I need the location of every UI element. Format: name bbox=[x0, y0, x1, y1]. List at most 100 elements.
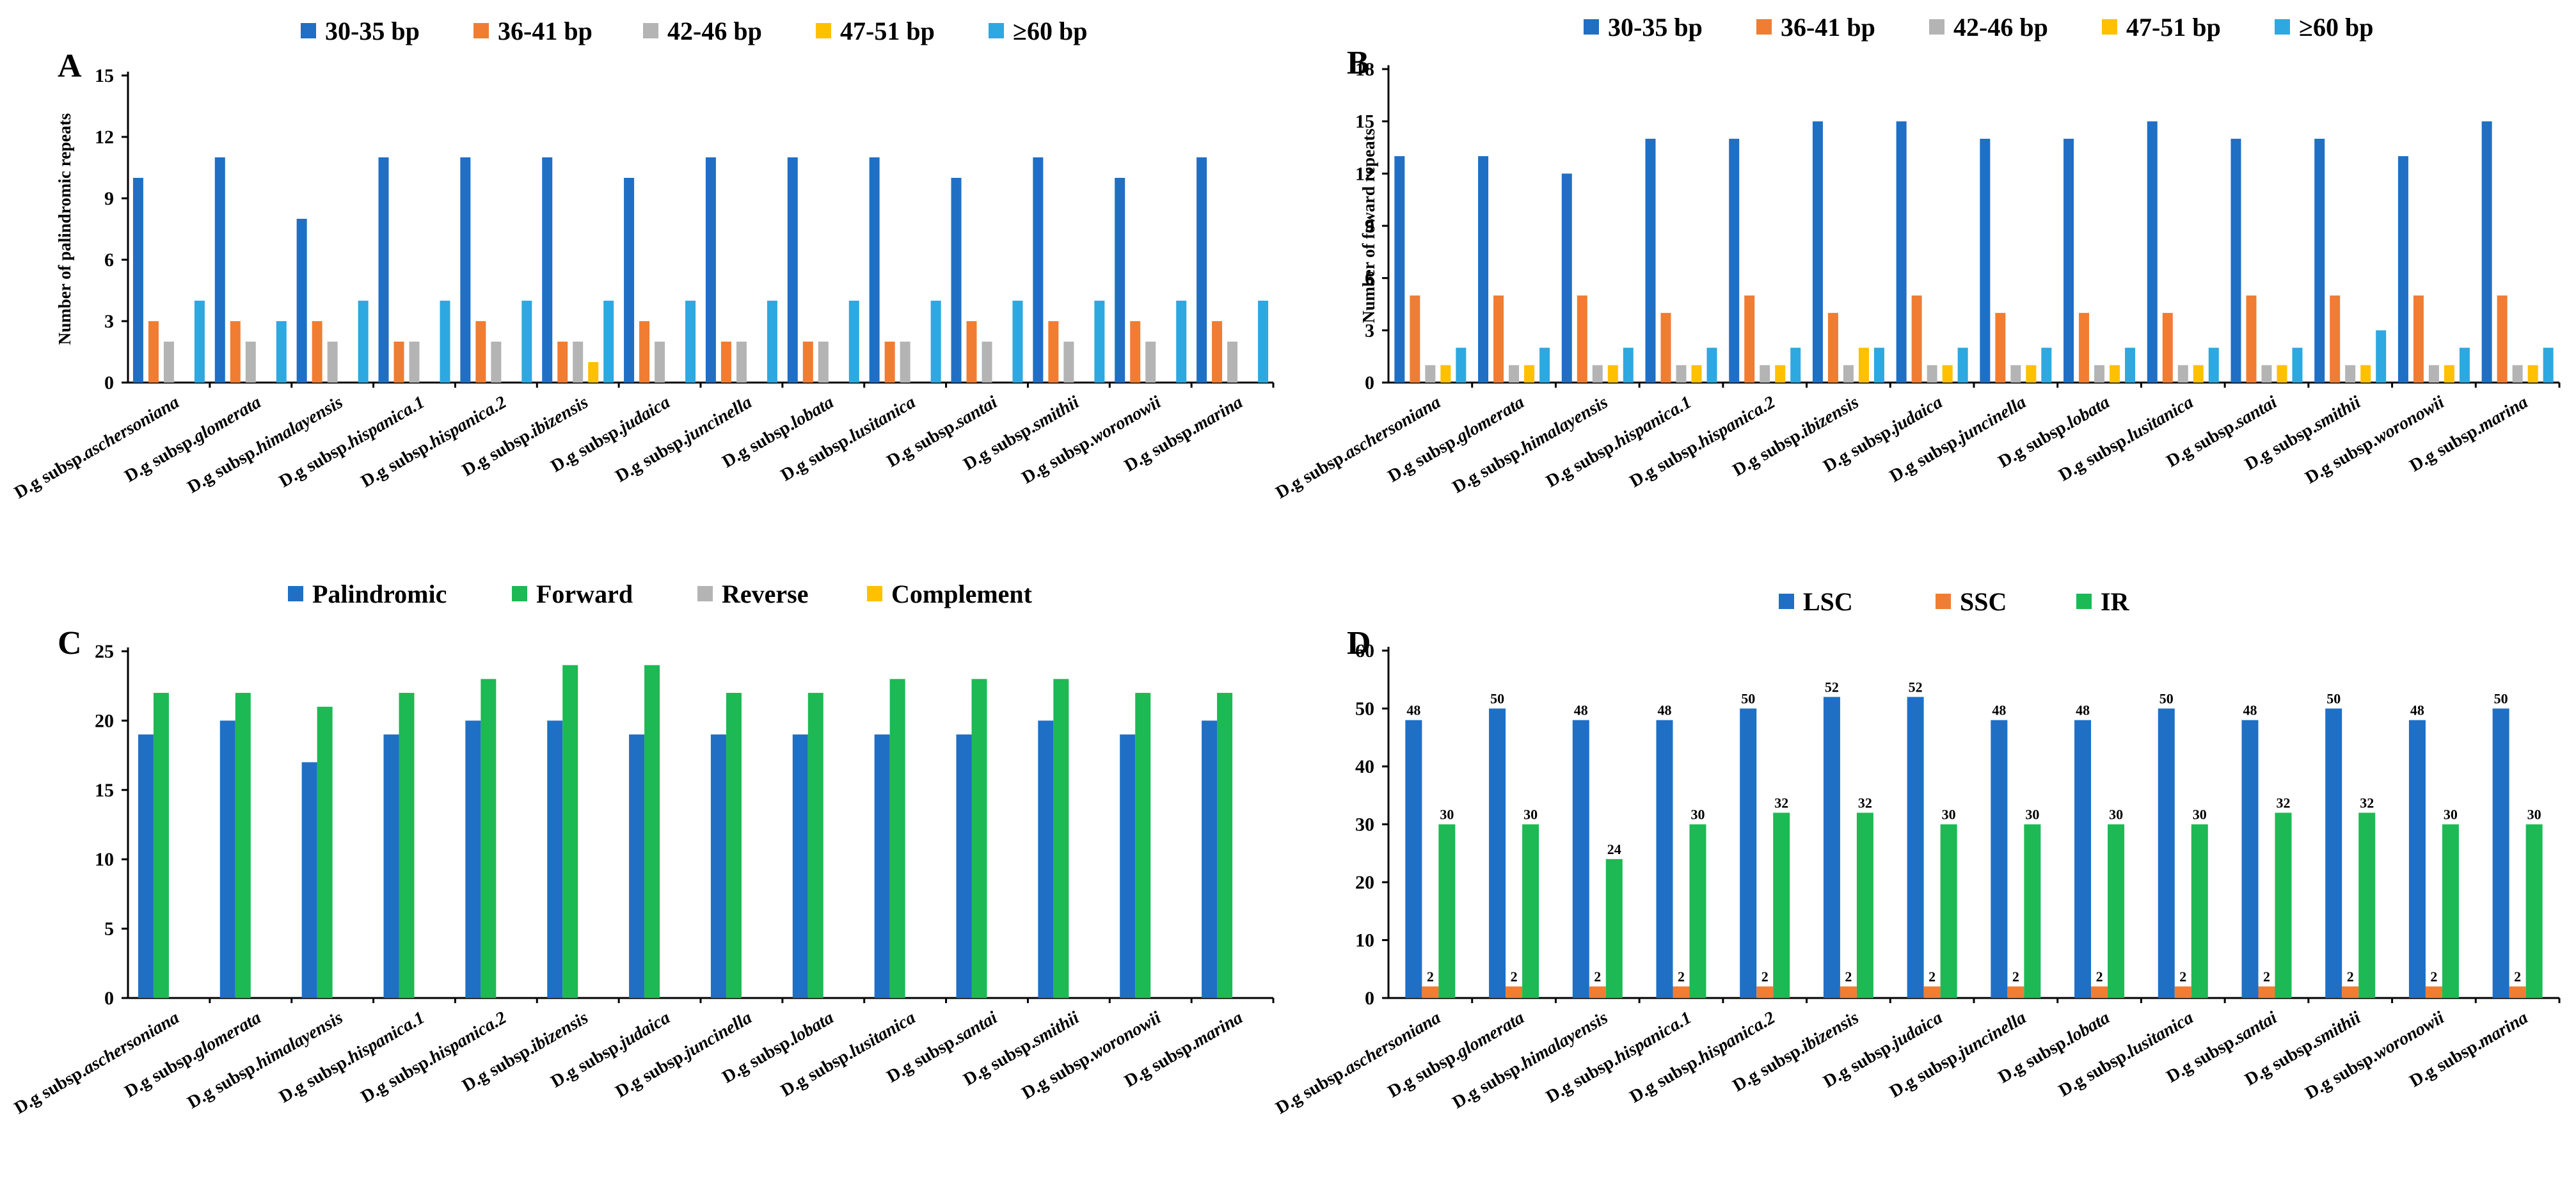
panel-c-y-tick-label: 15 bbox=[95, 780, 114, 801]
panel-b-bar-42-46-bp bbox=[1425, 365, 1436, 383]
panel-b-bar-36-41-bp bbox=[2162, 313, 2173, 383]
panel-a-bar-42-46-bp bbox=[327, 342, 338, 383]
panel-c-legend-label-complement: Complement bbox=[891, 580, 1033, 608]
panel-d-x-tick-label: D.g subsp.juncinella bbox=[1886, 1008, 2030, 1102]
panel-b-bar-42-46-bp bbox=[2177, 365, 2188, 383]
panel-b-bar-36-41-bp bbox=[1410, 295, 1420, 383]
panel-b-y-tick-label: 6 bbox=[1365, 268, 1374, 289]
panel-c-bar-palindromic bbox=[1202, 720, 1218, 998]
panel-d-data-label: 30 bbox=[1523, 807, 1538, 823]
panel-a-x-tick-label: D.g subsp.glomerata bbox=[122, 392, 265, 486]
panel-b-x-tick-label: D.g subsp.glomerata bbox=[1385, 392, 1528, 486]
panel-d-bar-lsc bbox=[2158, 708, 2175, 998]
panel-b-legend-label-ge60-bp: ≥60 bp bbox=[2299, 13, 2373, 42]
panel-b-y-tick-label: 15 bbox=[1355, 111, 1374, 132]
panel-a-y-tick-label: 15 bbox=[95, 65, 114, 86]
panel-a-legend-swatch-36-41-bp bbox=[473, 23, 489, 38]
panel-d-x-tick-label: D.g subsp.glomerata bbox=[1385, 1008, 1528, 1102]
panel-d-data-label: 30 bbox=[1691, 807, 1705, 823]
panel-b: B Number of foward repeats 0 3 6 9 12 15 18 D.g s… bbox=[1273, 13, 2561, 503]
panel-c-bar-forward bbox=[971, 679, 987, 998]
panel-d-data-label: 50 bbox=[2494, 691, 2508, 707]
panel-c-bar-forward bbox=[1135, 693, 1151, 998]
panel-a-bar-30-35-bp bbox=[1033, 157, 1044, 383]
panel-b-bar-ge60-bp bbox=[1873, 347, 1884, 383]
panel-b-bar-36-41-bp bbox=[1577, 295, 1587, 383]
panel-b-bar-ge60-bp bbox=[2041, 347, 2052, 383]
panel-a-bar-36-41-bp bbox=[312, 321, 322, 383]
panel-b-legend-label-36-41-bp: 36-41 bp bbox=[1781, 13, 1875, 42]
panel-a-bar-30-35-bp bbox=[378, 157, 389, 383]
panel-a-bar-30-35-bp bbox=[869, 157, 880, 383]
panel-d-bar-lsc bbox=[1823, 697, 1840, 998]
panel-d-data-label: 50 bbox=[2159, 691, 2174, 707]
panel-a-bar-42-46-bp bbox=[900, 342, 910, 383]
panel-d-data-label: 24 bbox=[1607, 841, 1621, 857]
panel-a-bar-ge60-bp bbox=[194, 301, 205, 383]
panel-b-bar-ge60-bp bbox=[2459, 347, 2470, 383]
panel-b-bar-47-51-bp bbox=[2110, 365, 2120, 383]
panel-a-bar-30-35-bp bbox=[1197, 157, 1207, 383]
panel-c-y-tick-label: 10 bbox=[95, 849, 114, 870]
panel-b-bar-36-41-bp bbox=[2246, 295, 2257, 383]
panel-a-bar-36-41-bp bbox=[557, 342, 568, 383]
panel-b-bar-ge60-bp bbox=[2543, 347, 2554, 383]
panel-b-bar-42-46-bp bbox=[2261, 365, 2272, 383]
panel-a-bar-ge60-bp bbox=[603, 301, 614, 383]
panel-a-bar-42-46-bp bbox=[1063, 342, 1074, 383]
panel-a-x-tick-label: D.g subsp.hispanica.1 bbox=[276, 392, 428, 491]
panel-d-letter: D bbox=[1347, 625, 1371, 661]
panel-c-bar-palindromic bbox=[710, 734, 726, 998]
panel-a-y-tick-label: 0 bbox=[104, 372, 114, 393]
panel-b-bar-42-46-bp bbox=[2428, 365, 2439, 383]
panel-b-bar-ge60-bp bbox=[2376, 330, 2387, 383]
panel-b-bar-47-51-bp bbox=[1942, 365, 1953, 383]
panel-d-data-label: 32 bbox=[2277, 795, 2291, 811]
panel-b-legend-swatch-42-46-bp bbox=[1929, 19, 1944, 35]
panel-b-bar-36-41-bp bbox=[2330, 295, 2341, 383]
panel-b-bar-36-41-bp bbox=[1744, 295, 1755, 383]
panel-a-y-axis-title: Number of palindromic repeats bbox=[55, 113, 74, 345]
panel-d-data-label: 30 bbox=[2527, 807, 2541, 823]
panel-d-x-tick-label: D.g subsp.hispanica.2 bbox=[1626, 1008, 1779, 1107]
panel-a-x-tick-label: D.g subsp.himalayensis bbox=[184, 392, 346, 497]
panel-b-bar-30-35-bp bbox=[1561, 173, 1572, 383]
panel-d-data-label: 50 bbox=[2326, 691, 2341, 707]
panel-d-data-label: 30 bbox=[2109, 807, 2123, 823]
panel-d-data-label: 2 bbox=[2514, 969, 2521, 985]
panel-a-legend-swatch-30-35-bp bbox=[301, 23, 316, 38]
panel-d-bar-lsc bbox=[2241, 720, 2259, 998]
panel-d-data-label: 2 bbox=[1845, 969, 1852, 985]
panel-d-data-label: 48 bbox=[1574, 702, 1588, 718]
panel-a-bar-36-41-bp bbox=[475, 321, 486, 383]
panel-b-legend-label-30-35-bp: 30-35 bp bbox=[1608, 13, 1703, 42]
panel-a-bar-ge60-bp bbox=[521, 301, 532, 383]
panel-d-bar-lsc bbox=[1572, 720, 1589, 998]
panel-d: D 0 10 20 30 40 50 60 48 2 30 D.g subsp.aschersonia… bbox=[1273, 587, 2561, 1118]
panel-a-bar-ge60-bp bbox=[685, 301, 696, 383]
panel-d-x-tick-label: D.g subsp.himalayensis bbox=[1449, 1008, 1611, 1113]
panel-b-y-axis-title: Number of foward repeats bbox=[1359, 129, 1378, 323]
panel-d-data-label: 48 bbox=[2243, 702, 2257, 718]
panel-d-bar-lsc bbox=[1489, 708, 1506, 998]
panel-b-bar-47-51-bp bbox=[1858, 347, 1869, 383]
panel-a-bar-ge60-bp bbox=[848, 301, 859, 383]
panel-a-x-tick-label: D.g subsp.lusitanica bbox=[777, 392, 919, 486]
panel-a-bar-36-41-bp bbox=[802, 342, 813, 383]
panel-a-bar-30-35-bp bbox=[542, 157, 553, 383]
panel-b-bar-36-41-bp bbox=[2079, 313, 2090, 383]
panel-c-bar-forward bbox=[481, 679, 497, 998]
panel-b-bar-30-35-bp bbox=[1812, 121, 1823, 383]
panel-b-bar-ge60-bp bbox=[1623, 347, 1634, 383]
panel-b-bar-47-51-bp bbox=[2277, 365, 2287, 383]
panel-a-bar-42-46-bp bbox=[573, 342, 584, 383]
panel-b-bar-42-46-bp bbox=[1592, 365, 1603, 383]
panel-d-data-label: 2 bbox=[2430, 969, 2437, 985]
panel-b-y-tick-label: 3 bbox=[1365, 320, 1374, 341]
panel-d-bar-lsc bbox=[1740, 708, 1757, 998]
panel-b-bar-47-51-bp bbox=[1524, 365, 1535, 383]
panel-b-legend-label-42-46-bp: 42-46 bp bbox=[1953, 13, 2048, 42]
panel-b-bar-ge60-bp bbox=[2292, 347, 2303, 383]
panel-a-bar-30-35-bp bbox=[132, 178, 143, 383]
panel-d-x-tick-label: D.g subsp.woronowii bbox=[2302, 1008, 2448, 1104]
